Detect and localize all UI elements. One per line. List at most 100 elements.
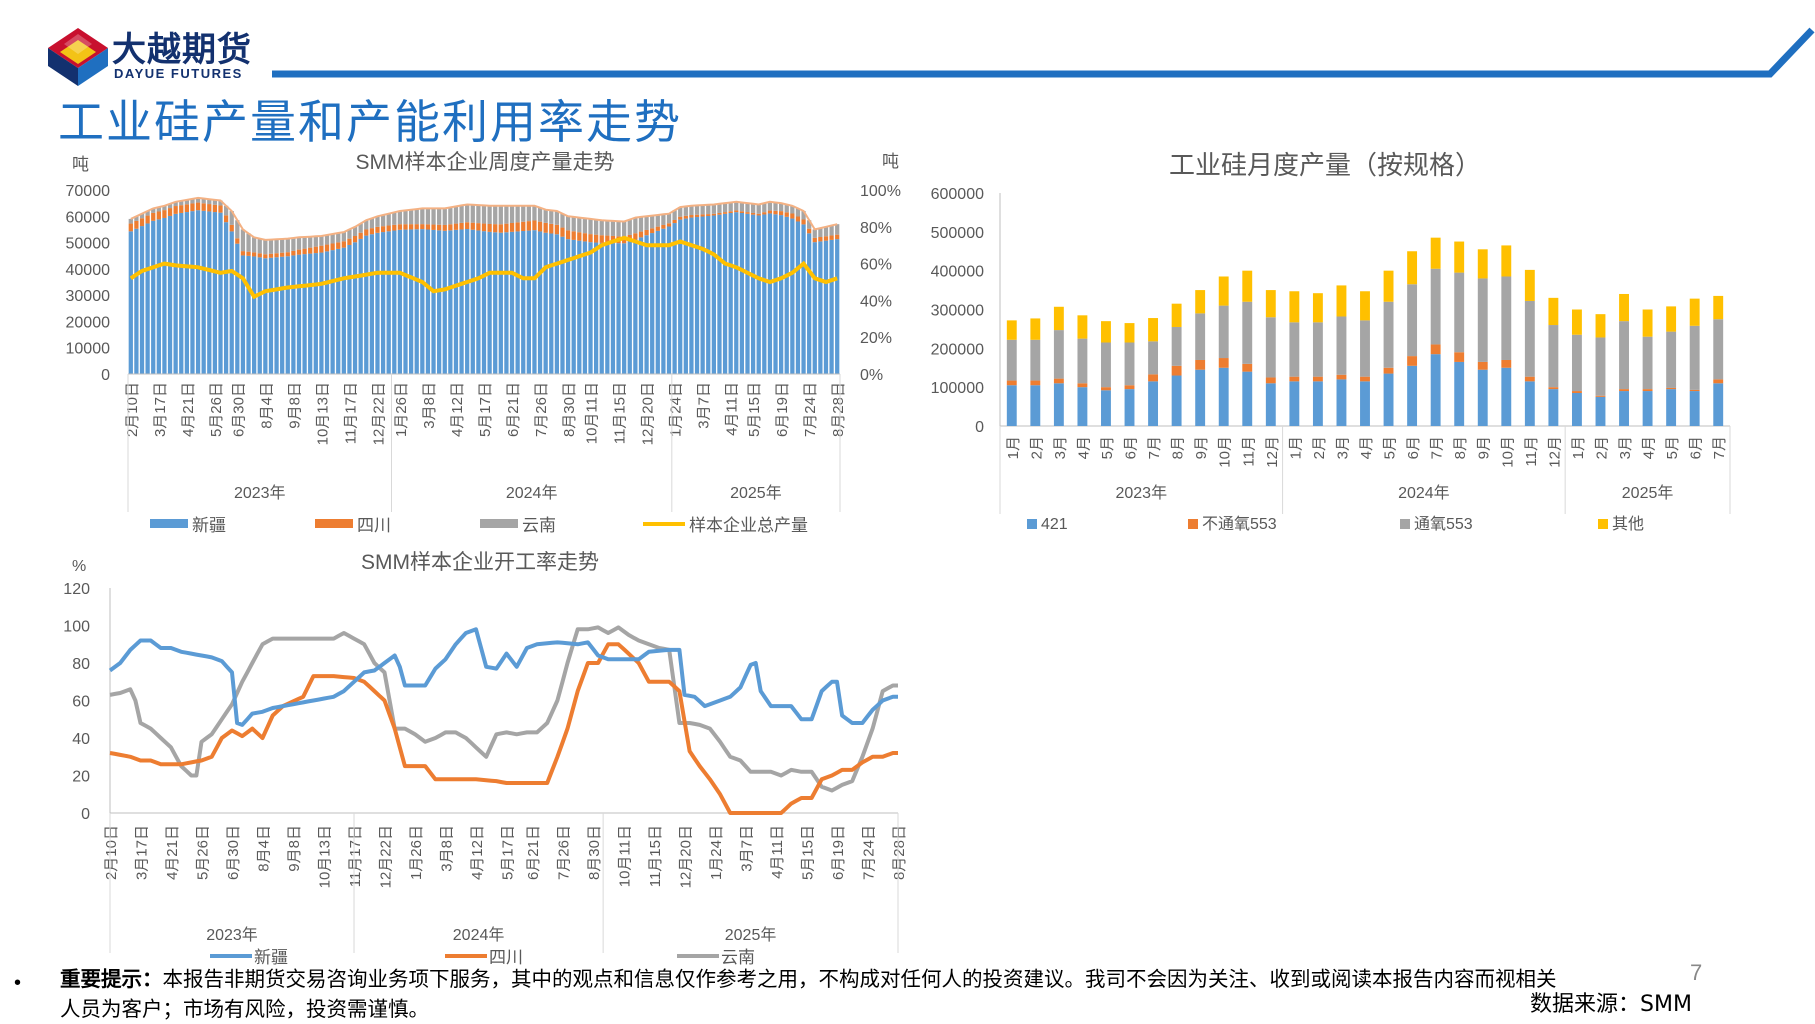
bar-sichuan <box>762 212 767 215</box>
bar-ox553 <box>1619 321 1629 390</box>
bar-nonox553 <box>1242 363 1253 372</box>
bar-yunnan <box>605 220 610 236</box>
year-label: 2025年 <box>730 484 782 502</box>
bar-ox553 <box>1148 341 1159 375</box>
bar-yunnan <box>767 201 773 211</box>
bar-sichuan <box>504 223 509 233</box>
bar-sichuan <box>162 210 167 218</box>
bar-421 <box>1006 385 1017 426</box>
bar-sichuan <box>437 224 442 231</box>
x-tick-label: 7月26日 <box>555 825 572 880</box>
line-total-production-share <box>129 235 838 300</box>
bar-yunnan <box>184 199 189 205</box>
bar-sichuan <box>599 235 604 243</box>
bar-other <box>1148 318 1159 342</box>
bar-421 <box>1312 381 1323 426</box>
bar-421 <box>1148 381 1159 426</box>
bar-sichuan <box>319 245 324 253</box>
bar-nonox553 <box>1195 359 1206 370</box>
bar-sichuan <box>498 224 503 233</box>
bar-xinjiang <box>795 221 801 374</box>
bar-other <box>1218 276 1229 306</box>
bar-xinjiang <box>420 229 425 374</box>
bar-xinjiang <box>252 256 257 374</box>
bar-xinjiang <box>756 215 761 374</box>
x-tick-label: 3月7日 <box>738 825 755 872</box>
x-tick-label: 6月21日 <box>505 382 522 437</box>
bar-yunnan <box>207 199 212 205</box>
bar-sichuan <box>414 224 419 230</box>
bar-yunnan <box>179 200 184 206</box>
bar-other <box>1383 270 1394 302</box>
bar-sichuan <box>134 220 139 229</box>
bar-yunnan <box>610 220 616 236</box>
bar-xinjiang <box>268 257 274 374</box>
bar-sichuan <box>577 232 582 241</box>
bar-421 <box>1077 387 1088 426</box>
bar-xinjiang <box>481 231 487 374</box>
bar-ox553 <box>1642 336 1653 390</box>
bar-nonox553 <box>1477 361 1488 370</box>
bar-xinjiang <box>610 243 616 374</box>
y-tick-label: 80 <box>72 656 90 673</box>
bar-xinjiang <box>380 232 386 374</box>
bar-xinjiang <box>195 210 201 374</box>
bar-yunnan <box>195 197 201 203</box>
bar-xinjiang <box>605 243 610 374</box>
x-tick-label: 4月 <box>1641 436 1658 459</box>
bar-yunnan <box>425 208 431 225</box>
utilization-chart: SMM样本企业开工率走势% 0 20 40 60 80 100 120 2月10日 3月17日 4月… <box>63 551 908 967</box>
bar-xinjiang <box>678 219 683 374</box>
bar-yunnan <box>229 211 234 225</box>
bar-yunnan <box>521 205 526 222</box>
bar-xinjiang <box>280 256 285 374</box>
bar-xinjiang <box>532 230 537 374</box>
page-title: 工业硅产量和产能利用率走势 <box>58 95 682 149</box>
bar-xinjiang <box>347 244 352 374</box>
bar-sichuan <box>605 235 610 243</box>
x-tick-label: 12月20日 <box>640 382 657 445</box>
bar-sichuan <box>689 215 694 218</box>
bar-yunnan <box>672 210 677 220</box>
bar-sichuan <box>487 224 492 232</box>
bar-yunnan <box>431 208 436 225</box>
bar-yunnan <box>257 238 262 254</box>
bar-421 <box>1595 396 1606 427</box>
bar-ox553 <box>1571 334 1582 392</box>
bar-yunnan <box>711 204 716 214</box>
bar-sichuan <box>235 238 240 244</box>
bar-xinjiang <box>565 239 571 374</box>
bar-sichuan <box>835 234 840 240</box>
bar-421 <box>1642 391 1653 426</box>
bar-yunnan <box>493 205 498 225</box>
bar-xinjiang <box>549 233 554 374</box>
bar-yunnan <box>296 237 302 250</box>
bar-yunnan <box>487 205 492 224</box>
bar-sichuan <box>296 249 302 255</box>
bar-yunnan <box>801 211 806 220</box>
x-tick-label: 3月17日 <box>152 382 169 437</box>
bar-sichuan <box>352 236 358 243</box>
x-tick-label: 4月11日 <box>769 825 786 879</box>
bar-sichuan <box>167 208 173 216</box>
year-label: 2024年 <box>453 926 505 944</box>
x-tick-label: 8月4日 <box>256 825 273 872</box>
x-tick-label: 1月26日 <box>393 382 410 437</box>
bar-sichuan <box>145 215 150 224</box>
bar-xinjiang <box>823 240 829 374</box>
bar-xinjiang <box>582 241 588 374</box>
bar-sichuan <box>476 223 481 231</box>
bar-yunnan <box>498 205 503 225</box>
bar-yunnan <box>706 204 711 215</box>
bar-yunnan <box>549 210 554 224</box>
bar-yunnan <box>700 205 705 215</box>
bar-xinjiang <box>767 213 773 374</box>
bar-421 <box>1053 383 1064 426</box>
bar-sichuan <box>470 222 475 230</box>
bar-other <box>1689 298 1700 326</box>
bar-xinjiang <box>324 251 330 374</box>
weekly-production-chart: SMM样本企业周度产量走势 吨 0 10000 20000 30000 40000 50000… <box>66 151 901 535</box>
x-tick-label: 5月 <box>1099 436 1116 459</box>
bar-sichuan <box>790 213 795 219</box>
legend-label: 不通氧553 <box>1202 515 1277 533</box>
